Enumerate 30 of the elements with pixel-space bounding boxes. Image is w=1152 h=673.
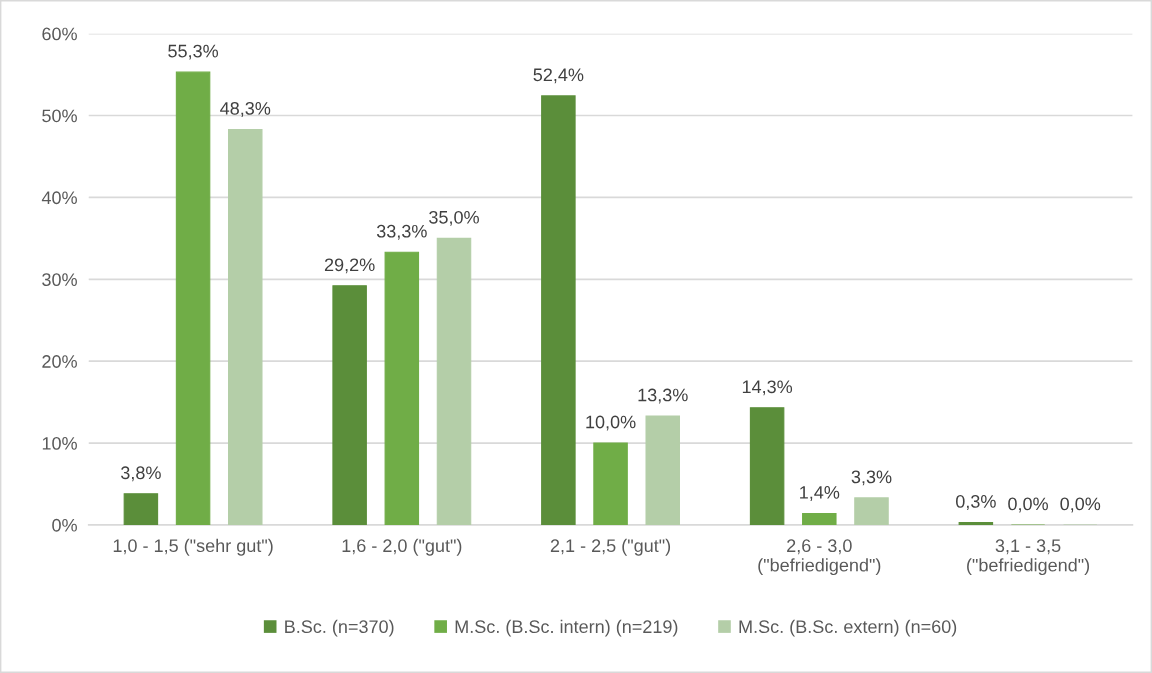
y-tick-label: 40% xyxy=(41,191,77,205)
x-tick-label: 3,1 - 3,5 ("befriedigend") xyxy=(967,539,1090,576)
data-label: 13,3% xyxy=(638,388,688,404)
legend-label: M.Sc. (B.Sc. extern) (n=60) xyxy=(739,619,957,637)
data-label: 1,4% xyxy=(800,486,840,501)
y-tick-label: 0% xyxy=(52,518,77,532)
legend-label: B.Sc. (n=370) xyxy=(285,619,394,637)
data-label: 14,3% xyxy=(742,380,793,396)
data-label: 35,0% xyxy=(429,210,479,226)
legend-label: M.Sc. (B.Sc. intern) (n=219) xyxy=(455,619,678,637)
data-label: 48,3% xyxy=(220,101,271,117)
x-tick-label: 2,6 - 3,0 ("befriedigend") xyxy=(758,539,881,576)
data-label: 0,3% xyxy=(955,495,996,510)
y-tick-label: 60% xyxy=(42,27,77,41)
data-label: 3,8% xyxy=(121,466,161,482)
x-tick-label: 2,1 - 2,5 ("gut") xyxy=(550,538,671,556)
data-label: 52,4% xyxy=(533,68,584,84)
data-label: 10,0% xyxy=(586,415,636,431)
y-tick-label: 30% xyxy=(42,273,77,287)
y-tick-label: 50% xyxy=(42,109,77,123)
data-label: 3,3% xyxy=(851,470,892,486)
data-label: 0,0% xyxy=(1008,497,1048,513)
data-label: 29,2% xyxy=(324,258,375,274)
data-label: 55,3% xyxy=(168,44,219,60)
data-label: 33,3% xyxy=(376,224,427,240)
y-tick-label: 20% xyxy=(42,355,77,368)
x-tick-label: 1,0 - 1,5 ("sehr gut") xyxy=(113,538,273,556)
x-tick-label: 1,6 - 2,0 ("gut") xyxy=(342,538,462,556)
y-tick-label: 10% xyxy=(42,436,77,450)
data-label: 0,0% xyxy=(1060,497,1101,513)
